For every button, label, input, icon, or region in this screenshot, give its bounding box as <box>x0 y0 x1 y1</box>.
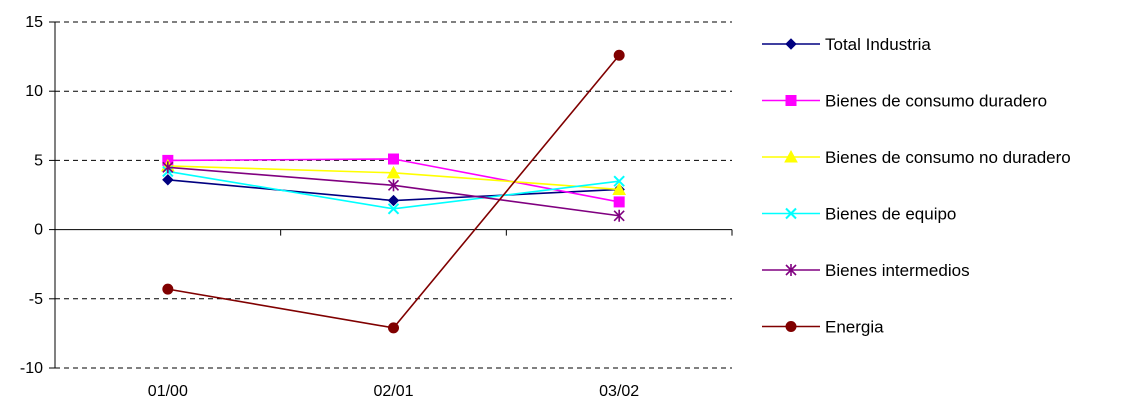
legend-marker <box>785 207 797 220</box>
legend-label: Bienes de consumo no duradero <box>825 148 1071 167</box>
data-point <box>388 322 399 334</box>
legend-entry-2: Bienes de consumo no duradero <box>762 148 1071 167</box>
y-axis-ticks: -10 -5 0 5 10 15 <box>20 14 55 377</box>
y-tick-label: -10 <box>20 360 43 377</box>
legend-marker <box>785 264 797 276</box>
x-axis-ticks: 01/00 02/01 03/02 <box>54 229 733 400</box>
series-5 <box>162 49 625 334</box>
y-tick-label: 0 <box>34 222 43 239</box>
data-point <box>613 209 625 222</box>
data-point <box>388 153 399 165</box>
legend-entry-5: Energia <box>762 318 884 337</box>
data-point <box>162 174 174 186</box>
legend-marker <box>784 149 798 163</box>
legend-label: Bienes de consumo duradero <box>825 92 1047 111</box>
data-point <box>387 203 400 215</box>
legend-entry-4: Bienes intermedios <box>762 261 970 280</box>
x-tick-label: 02/01 <box>373 383 413 400</box>
series-line <box>167 54 620 329</box>
series-4 <box>162 161 625 222</box>
data-point <box>387 179 400 192</box>
y-tick-label: 15 <box>25 14 43 31</box>
legend-marker <box>785 95 797 106</box>
series-group <box>160 49 627 334</box>
data-point <box>612 182 627 195</box>
legend: Total Industria Bienes de consumo durader… <box>762 35 1071 337</box>
y-tick-label: 10 <box>25 83 43 100</box>
data-point <box>387 194 400 207</box>
legend-label: Bienes de equipo <box>825 205 956 224</box>
legend-entry-1: Bienes de consumo duradero <box>762 92 1047 111</box>
legend-label: Energia <box>825 318 884 337</box>
x-tick-label: 01/00 <box>148 383 188 400</box>
legend-marker <box>785 321 797 332</box>
series-3 <box>162 165 625 215</box>
data-point <box>613 196 625 208</box>
data-point <box>386 165 401 179</box>
x-tick-label: 03/02 <box>599 383 639 400</box>
y-tick-label: 5 <box>34 152 43 169</box>
legend-entry-3: Bienes de equipo <box>762 205 956 224</box>
legend-entry-0: Total Industria <box>762 35 931 54</box>
legend-label: Total Industria <box>825 35 931 54</box>
data-point <box>613 49 625 61</box>
legend-marker <box>785 38 797 50</box>
legend-label: Bienes intermedios <box>825 261 970 280</box>
y-tick-label: -5 <box>29 291 43 308</box>
data-point <box>162 161 174 174</box>
data-point <box>162 283 174 295</box>
data-point <box>613 175 625 187</box>
axes <box>54 22 732 368</box>
